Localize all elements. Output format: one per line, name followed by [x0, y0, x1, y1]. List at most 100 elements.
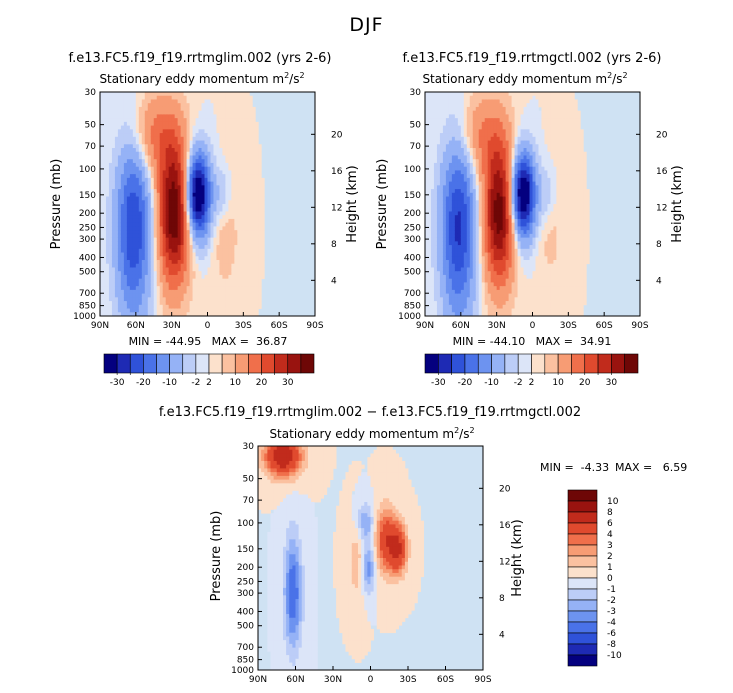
- contour-cell: [493, 166, 498, 171]
- contour-cell: [123, 304, 128, 309]
- contour-cell: [165, 241, 170, 246]
- contour-cell: [108, 99, 113, 104]
- contour-cell: [493, 256, 498, 261]
- contour-cell: [168, 92, 173, 97]
- contour-cell: [201, 286, 205, 291]
- contour-cell: [442, 293, 447, 298]
- contour-cell: [448, 237, 453, 242]
- contour-cell: [490, 263, 495, 268]
- contour-cell: [189, 174, 193, 179]
- contour-cell: [499, 200, 504, 205]
- contour-cell: [445, 92, 450, 97]
- contour-cell: [171, 99, 176, 104]
- contour-cell: [114, 162, 119, 168]
- contour-cell: [126, 110, 131, 115]
- contour-cell: [451, 256, 456, 261]
- contour-cell: [135, 245, 140, 250]
- contour-cell: [189, 222, 193, 227]
- contour-cell: [487, 99, 492, 104]
- contour-cell: [174, 166, 179, 171]
- contour-cell: [135, 256, 140, 261]
- contour-cell: [216, 174, 220, 179]
- contour-cell: [156, 95, 161, 100]
- contour-cell: [225, 230, 229, 235]
- contour-cell: [189, 282, 193, 287]
- contour-cell: [225, 241, 229, 246]
- contour-cell: [451, 248, 456, 253]
- contour-cell: [490, 170, 495, 175]
- contour-cell: [246, 140, 250, 145]
- contour-cell: [448, 241, 453, 246]
- contour-cell: [210, 293, 214, 298]
- contour-cell: [499, 301, 504, 306]
- contour-cell: [114, 118, 119, 123]
- contour-cell: [177, 106, 182, 112]
- contour-cell: [258, 166, 262, 171]
- contour-cell: [102, 196, 107, 201]
- contour-cell: [502, 226, 507, 231]
- contour-cell: [105, 293, 110, 298]
- contour-cell: [120, 226, 125, 231]
- contour-cell: [153, 241, 158, 246]
- contour-cell: [162, 174, 167, 179]
- contour-cell: [433, 118, 438, 123]
- contour-cell: [168, 196, 173, 201]
- contour-cell: [150, 170, 155, 175]
- contour-cell: [114, 260, 119, 265]
- contour-cell: [430, 263, 435, 268]
- contour-cell: [448, 274, 453, 280]
- contour-cell: [168, 177, 173, 182]
- contour-cell: [243, 106, 247, 112]
- contour-cell: [469, 233, 474, 238]
- contour-cell: [502, 278, 507, 283]
- contour-cell: [171, 166, 176, 171]
- contour-cell: [445, 297, 450, 302]
- contour-cell: [219, 144, 223, 149]
- contour-cell: [246, 204, 250, 209]
- contour-cell: [150, 308, 155, 313]
- contour-cell: [129, 211, 134, 216]
- contour-cell: [225, 114, 229, 119]
- contour-cell: [219, 241, 223, 246]
- contour-cell: [147, 92, 152, 97]
- contour-cell: [108, 260, 113, 265]
- contour-cell: [129, 233, 134, 238]
- contour-cell: [159, 293, 164, 298]
- contour-cell: [177, 293, 182, 298]
- contour-cell: [493, 140, 498, 145]
- contour-cell: [439, 121, 444, 126]
- contour-cell: [111, 289, 116, 294]
- pressure-tick-label: 30: [85, 88, 97, 98]
- contour-cell: [252, 196, 256, 201]
- contour-cell: [222, 282, 226, 287]
- contour-cell: [168, 114, 173, 119]
- contour-cell: [246, 274, 250, 280]
- contour-cell: [204, 121, 208, 126]
- contour-cell: [210, 140, 214, 145]
- contour-cell: [505, 95, 510, 100]
- contour-cell: [168, 181, 173, 186]
- contour-cell: [499, 215, 504, 220]
- contour-cell: [120, 181, 125, 186]
- contour-cell: [195, 155, 199, 160]
- contour-cell: [168, 282, 173, 287]
- contour-cell: [204, 260, 208, 265]
- contour-cell: [165, 218, 170, 224]
- contour-cell: [237, 233, 241, 238]
- contour-cell: [111, 121, 116, 126]
- contour-cell: [237, 133, 241, 138]
- contour-cell: [454, 177, 459, 182]
- contour-cell: [448, 301, 453, 306]
- contour-cell: [442, 151, 447, 156]
- contour-cell: [430, 260, 435, 265]
- contour-cell: [165, 177, 170, 182]
- contour-cell: [216, 121, 220, 126]
- contour-cell: [234, 103, 238, 108]
- contour-cell: [237, 99, 241, 104]
- contour-cell: [102, 252, 107, 257]
- contour-cell: [258, 289, 262, 294]
- contour-cell: [487, 218, 492, 224]
- contour-cell: [445, 293, 450, 298]
- contour-cell: [484, 222, 489, 227]
- contour-cell: [207, 95, 211, 100]
